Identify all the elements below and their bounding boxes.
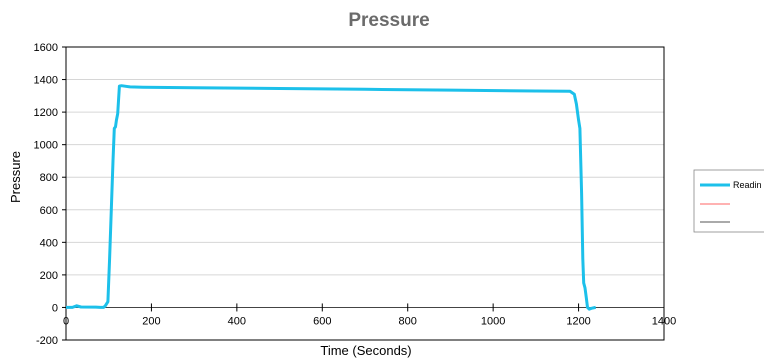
y-tick-label: 0	[52, 302, 58, 314]
chart-title: Pressure	[348, 10, 429, 31]
plot-area-frame	[65, 46, 665, 341]
y-tick-label: 1400	[34, 75, 58, 87]
grid-layer	[66, 79, 664, 308]
y-axis-title: Pressure	[8, 151, 23, 203]
y-tick-label: 1200	[34, 107, 58, 119]
legend: Readin	[693, 169, 764, 233]
legend-label-readin: Readin	[733, 180, 762, 190]
x-tick-label: 1000	[481, 315, 505, 327]
y-tick-label: 1000	[34, 140, 58, 152]
x-tick-label: 1400	[652, 315, 676, 327]
x-tick-label: 800	[399, 315, 417, 327]
tick-layer: -200 0 200 400 600 800 1000 1200 1400 1600 0 200 400…	[34, 42, 677, 347]
y-tick-label: 400	[40, 237, 58, 249]
series-line-readin	[66, 84, 597, 311]
x-tick-label: 200	[142, 315, 160, 327]
y-tick-label: 1600	[34, 42, 58, 54]
x-tick-label: 0	[63, 315, 69, 327]
y-tick-label: -200	[36, 335, 58, 347]
x-tick-label: 400	[228, 315, 246, 327]
x-axis-title: Time (Seconds)	[320, 343, 411, 358]
y-tick-label: 200	[40, 270, 58, 282]
y-tick-label: 800	[40, 172, 58, 184]
series-layer	[66, 84, 597, 311]
x-tick-label: 600	[313, 315, 331, 327]
y-tick-label: 600	[40, 205, 58, 217]
x-tick-label: 1200	[566, 315, 590, 327]
